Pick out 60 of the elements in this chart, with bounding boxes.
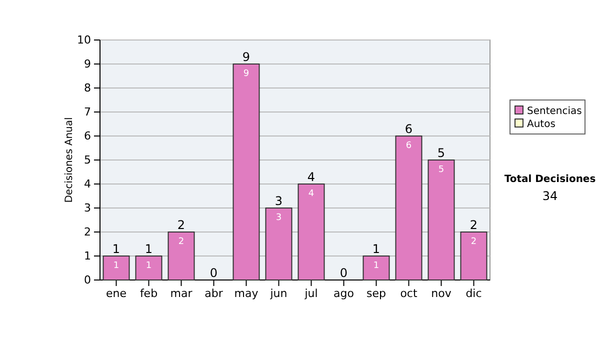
x-tick-label: nov xyxy=(431,286,452,300)
y-tick-label: 5 xyxy=(84,154,91,167)
bar xyxy=(460,232,488,280)
bar xyxy=(428,160,455,280)
total-label: 5 xyxy=(437,146,446,160)
total-label: 4 xyxy=(307,170,316,184)
data-label: 1 xyxy=(146,261,152,271)
bar xyxy=(395,136,422,280)
bar xyxy=(135,256,162,280)
x-tick-label: feb xyxy=(140,286,158,300)
total-label: 0 xyxy=(340,266,348,280)
x-tick-label: sep xyxy=(366,286,386,300)
bar xyxy=(298,184,325,280)
data-label: 2 xyxy=(178,237,184,247)
x-tick-label: dic xyxy=(466,286,482,300)
bar xyxy=(265,208,292,280)
y-tick-label: 9 xyxy=(84,58,91,71)
total-label: 1 xyxy=(372,242,380,256)
data-label: 3 xyxy=(276,213,282,223)
y-tick-label: 3 xyxy=(84,202,91,215)
y-tick-label: 2 xyxy=(84,226,91,239)
x-tick-label: jun xyxy=(269,286,288,300)
x-tick-label: may xyxy=(234,286,259,300)
y-tick-label: 10 xyxy=(77,34,91,47)
y-tick-label: 7 xyxy=(84,106,91,119)
total-label: 1 xyxy=(112,242,120,256)
total-label: 6 xyxy=(404,122,413,136)
data-label: 4 xyxy=(308,189,314,199)
x-tick-label: ago xyxy=(334,286,354,300)
x-tick-label: jul xyxy=(304,286,318,300)
x-tick-label: ene xyxy=(106,286,127,300)
data-label: 1 xyxy=(113,261,120,271)
total-label: 1 xyxy=(144,242,153,256)
data-label: 2 xyxy=(470,237,477,247)
data-label: 9 xyxy=(243,69,250,79)
data-label: 6 xyxy=(406,141,412,151)
y-tick-label: 1 xyxy=(84,250,91,263)
bar xyxy=(102,256,130,280)
text: Total Decisiones xyxy=(504,174,596,185)
total-label: 2 xyxy=(177,218,186,232)
y-tick-label: 4 xyxy=(84,178,91,191)
x-tick-label: oct xyxy=(400,286,418,300)
text: 34 xyxy=(542,189,558,203)
bar xyxy=(168,232,195,280)
data-label: 5 xyxy=(438,165,444,175)
bar xyxy=(362,256,390,280)
y-axis-title: Decisiones Anual xyxy=(64,117,75,203)
x-tick-label: mar xyxy=(170,286,193,300)
legend-label: Sentencias xyxy=(527,106,582,117)
total-label: 3 xyxy=(274,194,283,208)
total-label: 2 xyxy=(470,218,478,232)
bar xyxy=(232,64,260,280)
y-tick-label: 8 xyxy=(84,82,91,95)
y-tick-label: 6 xyxy=(84,130,91,143)
total-label: 0 xyxy=(210,266,218,280)
total-label: 9 xyxy=(242,50,250,64)
y-tick-label: 0 xyxy=(84,274,91,287)
x-tick-label: abr xyxy=(204,286,224,300)
data-label: 1 xyxy=(373,261,380,271)
legend-label: Autos xyxy=(527,119,556,130)
